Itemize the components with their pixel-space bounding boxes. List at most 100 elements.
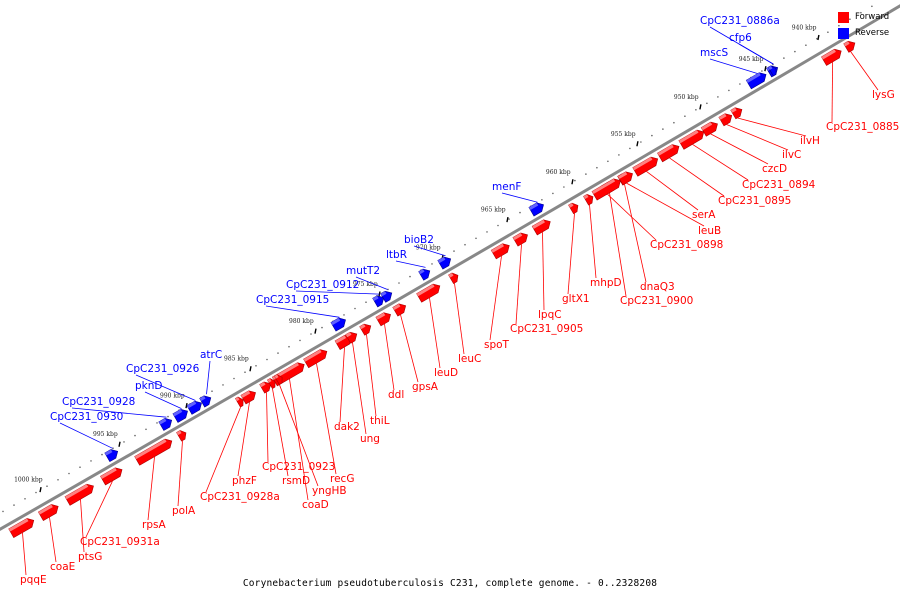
gene-gltx1[interactable] [568,201,581,215]
gene-biob2[interactable] [437,254,453,270]
gene-sera[interactable] [632,155,660,177]
gene-ilvh[interactable] [730,105,745,120]
gene-label-mutt2[interactable]: mutT2 [346,265,380,277]
gene-thil[interactable] [359,322,374,336]
gene-label-pqqe[interactable]: pqqE [20,574,47,586]
gene-label-cpc231-0931a[interactable]: CpC231_0931a [80,536,160,548]
gene-label-phzf[interactable]: phzF [232,475,257,487]
gene-label-leub[interactable]: leuB [698,225,721,237]
gene-label-ilvh[interactable]: ilvH [800,135,820,147]
gene-lysg[interactable] [843,39,858,53]
gene-label-dak2[interactable]: dak2 [334,421,360,433]
gene-label-cpc231-0894[interactable]: CpC231_0894 [742,179,816,191]
gene-cpc231-0930[interactable] [104,447,120,463]
gene-label-ddl[interactable]: ddl [388,389,404,401]
gene-cpc231-0928[interactable] [158,416,174,431]
gene-label-cpc231-0926[interactable]: CpC231_0926 [126,363,200,375]
gene-label-spot[interactable]: spoT [484,339,510,351]
gene-label-coad[interactable]: coaD [302,499,329,511]
gene-label-cpc231-0885[interactable]: CpC231_0885 [826,121,899,133]
gene-label-lysg[interactable]: lysG [872,89,895,101]
gene-cpc231-0923[interactable] [259,379,274,394]
gene-label-ung[interactable]: ung [360,433,380,445]
gene-coae[interactable] [37,502,60,522]
gene-label-lpqc[interactable]: lpqC [538,309,562,321]
gene-label-ltbr[interactable]: ltbR [386,249,407,261]
gene-label-pola[interactable]: polA [172,505,196,517]
gene-label-thil[interactable]: thiL [370,415,390,427]
gene-label-mhpd[interactable]: mhpD [590,277,622,289]
gene-label-cpc231-0928[interactable]: CpC231_0928 [62,396,135,408]
gene-rpsa[interactable] [134,437,175,466]
gene-ddl[interactable] [375,310,393,327]
gene-cpc231-0931a[interactable] [100,465,124,486]
gene-ltbr[interactable] [418,267,433,281]
gene-cpc231-0912[interactable] [372,293,387,308]
gene-ynghb[interactable] [273,373,284,386]
gene-label-cpc231-0905[interactable]: CpC231_0905 [510,323,583,335]
gene-cpc231-0926[interactable] [186,399,204,415]
gene-pqqe[interactable] [8,516,37,539]
gene-label-ilvc[interactable]: ilvC [782,149,801,161]
gene-label-gpsa[interactable]: gpsA [412,381,439,393]
gene-leub[interactable] [617,169,635,186]
gene-label-cpc231-0886a[interactable]: CpC231_0886a [700,15,780,27]
gene-cpc231-0928a[interactable] [234,395,245,408]
gene-cpc231-0885[interactable] [821,47,843,66]
gene-lpqc[interactable] [531,217,553,236]
gene-mutt2[interactable] [380,289,395,303]
gene-label-rsmd[interactable]: rsmD [282,475,310,487]
gene-ptsg[interactable] [64,482,96,506]
gene-label-mscs[interactable]: mscS [700,47,728,59]
gene-label-cpc231-0912[interactable]: CpC231_0912 [286,279,359,291]
gene-label-ynghb[interactable]: yngHB [312,485,347,497]
gene-label-recg[interactable]: recG [330,473,354,485]
gene-label-cpc231-0928a[interactable]: CpC231_0928a [200,491,280,503]
gene-connector [737,117,807,137]
gene-cpc231-0886a[interactable] [767,64,778,77]
gene-mhpd[interactable] [583,192,596,206]
gene-label-leuc[interactable]: leuC [458,353,481,365]
gene-label-biob2[interactable]: bioB2 [404,234,434,246]
gene-highlight [8,518,29,532]
gene-label-cpc231-0895[interactable]: CpC231_0895 [718,195,791,207]
gene-label-gltx1[interactable]: gltX1 [562,293,590,305]
gene-label-cpc231-0923[interactable]: CpC231_0923 [262,461,335,473]
gene-czcd[interactable] [700,120,720,137]
gene-rsmd[interactable] [266,377,277,390]
gene-label-cfp6[interactable]: cfp6 [729,32,752,44]
gene-label-menf[interactable]: menF [492,181,521,193]
gene-label-dnaq3[interactable]: dnaQ3 [640,281,675,293]
gene-recg[interactable] [303,347,330,369]
gene-label-cpc231-0915[interactable]: CpC231_0915 [256,294,329,306]
gene-label-cpc231-0898[interactable]: CpC231_0898 [650,239,723,251]
gene-cpc231-0898[interactable] [591,176,623,201]
gene-label-coae[interactable]: coaE [50,561,75,573]
gene-label-ptsg[interactable]: ptsG [78,551,102,563]
gene-label-czcd[interactable]: czcD [762,163,787,175]
gene-cpc231-0905[interactable] [512,230,530,247]
gene-label-cpc231-0930[interactable]: CpC231_0930 [50,411,123,423]
gene-label-cpc231-0900[interactable]: CpC231_0900 [620,295,693,307]
gene-mscs[interactable] [745,70,768,90]
gene-menf[interactable] [528,200,546,217]
gene-ilvc[interactable] [718,111,734,127]
gene-label-sera[interactable]: serA [692,209,716,221]
gene-cpc231-0895[interactable] [657,142,681,163]
gene-label-leud[interactable]: leuD [434,367,458,379]
gene-pknd[interactable] [172,407,190,423]
gene-label-pknd[interactable]: pknD [135,380,163,392]
gene-label-atrc[interactable]: atrC [200,349,222,361]
gene-cpc231-0894[interactable] [678,128,706,150]
gene-phzf[interactable] [240,388,258,405]
gene-pola[interactable] [176,428,189,442]
gene-label-rpsa[interactable]: rpsA [142,519,166,531]
gene-gpsa[interactable] [392,301,408,317]
gene-ung[interactable] [345,330,360,344]
gene-atrc[interactable] [199,393,214,408]
tick-985-kbp: 985 kbp [224,356,252,372]
gene-leuc[interactable] [448,271,461,285]
gene-cpc231-0915[interactable] [330,315,348,332]
gene-leud[interactable] [416,282,443,303]
gene-spot[interactable] [490,241,512,260]
